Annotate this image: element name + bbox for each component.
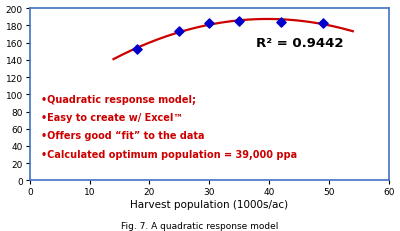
Text: •Easy to create w/ Excel™: •Easy to create w/ Excel™ <box>40 113 183 123</box>
Point <box>320 22 326 25</box>
Text: •Offers good “fit” to the data: •Offers good “fit” to the data <box>40 131 204 141</box>
Point <box>278 21 284 24</box>
Point <box>206 22 212 25</box>
Text: Fig. 7. A quadratic response model: Fig. 7. A quadratic response model <box>121 221 279 230</box>
Point <box>236 20 242 24</box>
Point <box>134 48 141 51</box>
X-axis label: Harvest population (1000s/ac): Harvest population (1000s/ac) <box>130 199 288 209</box>
Text: •Calculated optimum population = 39,000 ppa: •Calculated optimum population = 39,000 … <box>40 149 297 159</box>
Text: •Quadratic response model;: •Quadratic response model; <box>40 95 196 105</box>
Point <box>176 30 182 34</box>
Text: R² = 0.9442: R² = 0.9442 <box>256 37 343 50</box>
